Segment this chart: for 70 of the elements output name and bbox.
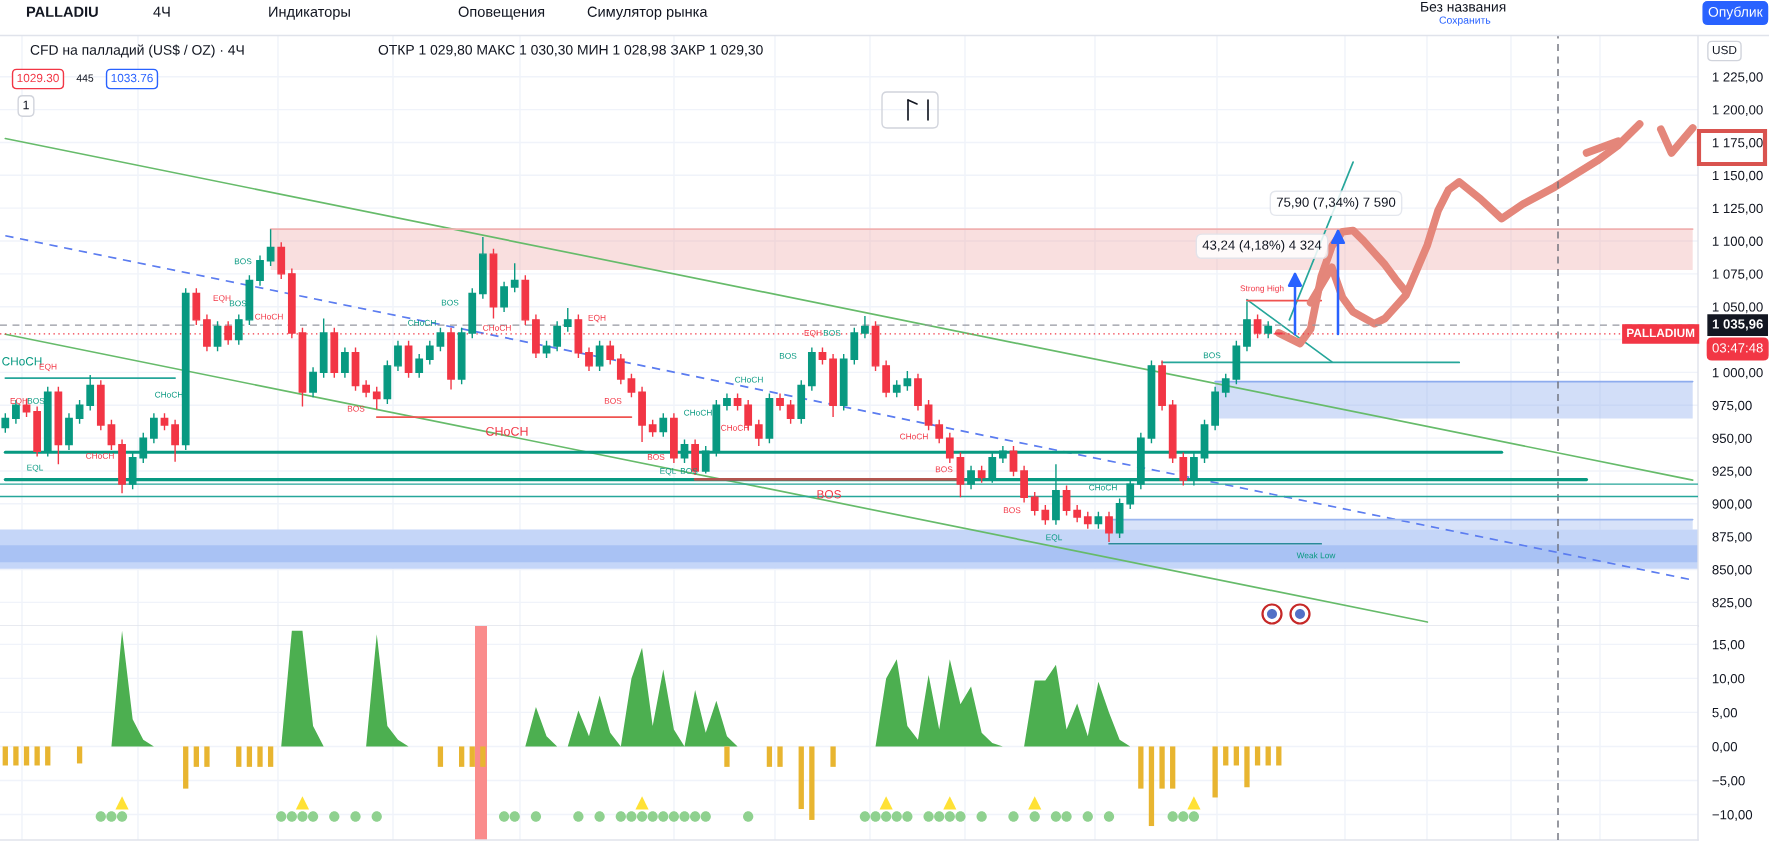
- annotation: CHoCH: [408, 319, 436, 326]
- y-tick-label: 5,00: [1712, 707, 1738, 719]
- ref-line-label: PALLADIUM: [1627, 328, 1695, 338]
- annotation: BOS: [347, 405, 365, 412]
- annotation: CHoCH: [255, 313, 283, 320]
- y-tick-label: 900,00: [1712, 499, 1752, 511]
- y-tick-label: 1 150,00: [1712, 170, 1763, 182]
- annotation: BOS: [27, 397, 45, 404]
- text: CFD на палладий (US$ / OZ) · 4Ч: [30, 44, 244, 58]
- annotation: BOS: [1203, 352, 1221, 359]
- text: Сохранить: [1439, 16, 1491, 26]
- y-tick-label: 1 225,00: [1712, 72, 1763, 84]
- annotation: 43,24 (4,18%) 4 324: [1202, 240, 1322, 253]
- text: PALLADIU: [26, 6, 98, 17]
- text: 03:47:48: [1712, 343, 1763, 353]
- annotation: 445: [76, 74, 94, 82]
- annotation: CHoCH: [684, 409, 712, 416]
- annotation: BOS: [604, 397, 622, 404]
- y-tick-label: 950,00: [1712, 433, 1752, 445]
- annotation: BOS: [779, 352, 797, 359]
- annotation: EQL: [660, 468, 677, 476]
- text: Без названия: [1421, 2, 1506, 12]
- text: Опублик: [1708, 6, 1763, 20]
- y-tick-label: 1 050,00: [1712, 302, 1763, 314]
- y-tick-label: 1 100,00: [1712, 236, 1763, 248]
- annotation: BOS: [441, 299, 459, 306]
- y-tick-label: 15,00: [1712, 639, 1745, 651]
- y-tick-label: −5,00: [1712, 776, 1745, 787]
- annotation: CHoCH: [735, 376, 763, 383]
- ref-line-label: 1 035,96: [1712, 319, 1763, 331]
- text: Индикаторы: [269, 6, 350, 20]
- annotation: BOS: [935, 466, 953, 473]
- annotation: 1029.30: [17, 73, 59, 83]
- text: Оповещения: [458, 6, 545, 20]
- y-tick-label: 10,00: [1712, 673, 1745, 685]
- y-tick-label: −10,00: [1712, 810, 1753, 821]
- annotation: EQH: [804, 329, 822, 338]
- text: Симулятор рынка: [587, 6, 708, 20]
- text: ОТКР 1 029,80 МАКС 1 030,30 МИН 1 028,98 ЗАКР 1 029,30: [378, 44, 763, 57]
- annotation: EQL: [27, 464, 44, 473]
- y-tick-label: 1 075,00: [1712, 269, 1763, 281]
- annotation: EQL: [1046, 534, 1063, 542]
- y-tick-label: 1 000,00: [1712, 367, 1763, 379]
- y-tick-label: 925,00: [1712, 466, 1752, 478]
- annotation: Strong High: [1240, 285, 1284, 293]
- y-tick-label: 1 125,00: [1712, 203, 1763, 215]
- annotation: CHoCH: [483, 324, 511, 331]
- y-tick-label: 975,00: [1712, 400, 1752, 412]
- annotation: BOS: [234, 258, 252, 265]
- annotation: BOS: [823, 329, 841, 336]
- y-tick-label: 875,00: [1712, 532, 1752, 544]
- text: 4Ч: [153, 6, 170, 17]
- y-tick-label: 850,00: [1712, 565, 1752, 576]
- annotation: CHoCH: [86, 452, 114, 459]
- annotation: 1: [23, 100, 29, 110]
- annotation: CHoCH: [486, 426, 528, 436]
- annotation: BOS: [1003, 507, 1021, 514]
- annotation: CHoCH: [1089, 484, 1117, 491]
- annotation: 75,90 (7,34%) 7 590: [1276, 197, 1396, 210]
- text: USD: [1712, 45, 1737, 55]
- y-tick-label: 0,00: [1712, 742, 1738, 753]
- annotation: CHoCH: [900, 433, 928, 440]
- y-tick-label: 1 175,00: [1712, 138, 1763, 149]
- annotation: EQH: [588, 314, 606, 323]
- annotation: Weak Low: [1296, 552, 1336, 559]
- annotation: 1033.76: [111, 73, 153, 83]
- y-tick-label: 825,00: [1712, 597, 1752, 609]
- annotation: EQH: [213, 295, 231, 303]
- annotation: BOS: [647, 454, 665, 460]
- y-tick-label: 1 200,00: [1712, 105, 1763, 117]
